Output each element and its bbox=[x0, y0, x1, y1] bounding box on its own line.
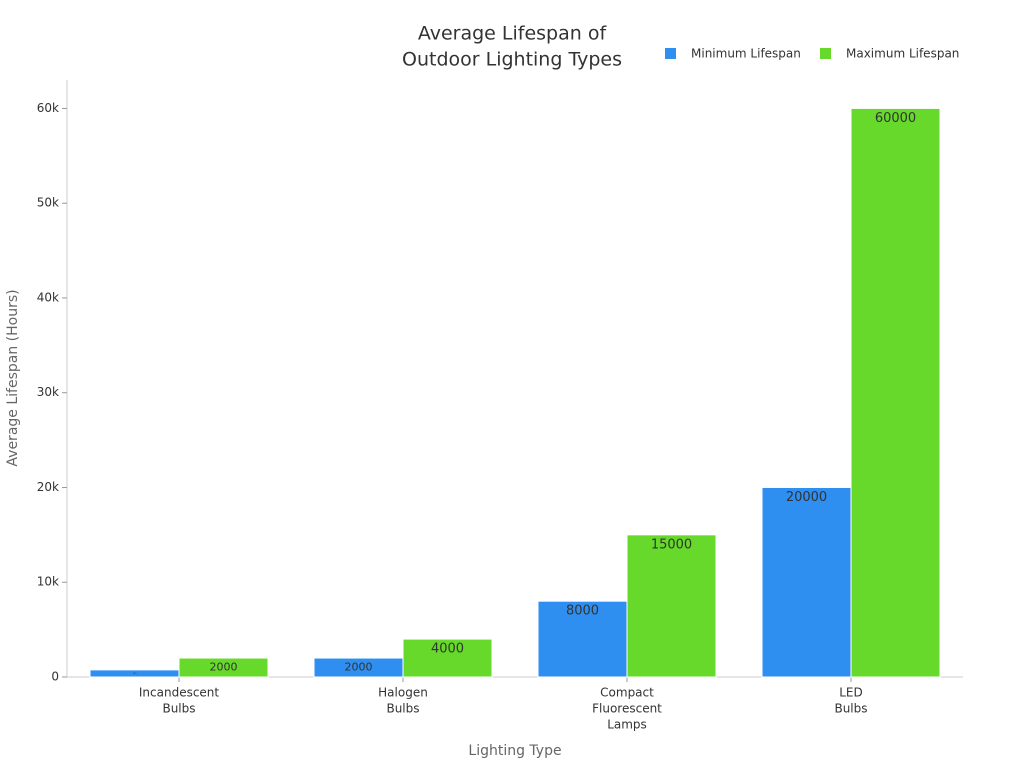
y-tick-label: 10k bbox=[37, 575, 59, 589]
value-label: 20000 bbox=[786, 490, 827, 505]
y-tick-label: 0 bbox=[51, 670, 59, 684]
x-tick-label: Lamps bbox=[607, 718, 647, 732]
x-tick-label: Halogen bbox=[378, 686, 428, 700]
value-label: 750 bbox=[133, 673, 138, 675]
y-tick-label: 40k bbox=[37, 290, 59, 304]
chart-title: Outdoor Lighting Types bbox=[402, 49, 622, 71]
bar bbox=[178, 657, 269, 678]
y-tick-label: 60k bbox=[37, 101, 59, 115]
x-tick-label: Compact bbox=[600, 686, 654, 700]
bar bbox=[626, 534, 717, 678]
value-label: 2000 bbox=[345, 661, 373, 674]
y-tick-label: 30k bbox=[37, 385, 59, 399]
value-label: 2000 bbox=[210, 661, 238, 674]
legend-label: Minimum Lifespan bbox=[691, 47, 801, 61]
value-label: 60000 bbox=[875, 111, 916, 126]
value-label: 15000 bbox=[651, 537, 692, 552]
bar bbox=[537, 600, 628, 678]
x-tick-label: Bulbs bbox=[834, 702, 867, 716]
legend-label: Maximum Lifespan bbox=[846, 47, 959, 61]
y-tick-label: 20k bbox=[37, 480, 59, 494]
x-tick-label: LED bbox=[839, 686, 863, 700]
legend-swatch bbox=[820, 48, 831, 59]
legend-swatch bbox=[665, 48, 676, 59]
x-axis-title: Lighting Type bbox=[468, 743, 561, 759]
bar bbox=[761, 486, 852, 678]
x-tick-label: Incandescent bbox=[139, 686, 220, 700]
bar bbox=[850, 107, 941, 678]
value-label: 4000 bbox=[431, 642, 464, 657]
y-tick-label: 50k bbox=[37, 196, 59, 210]
x-tick-label: Bulbs bbox=[386, 702, 419, 716]
chart-title: Average Lifespan of bbox=[418, 23, 608, 45]
x-tick-label: Fluorescent bbox=[592, 702, 662, 716]
y-axis-title: Average Lifespan (Hours) bbox=[5, 289, 21, 466]
value-label: 8000 bbox=[566, 604, 599, 619]
bar bbox=[402, 638, 493, 678]
x-tick-label: Bulbs bbox=[162, 702, 195, 716]
